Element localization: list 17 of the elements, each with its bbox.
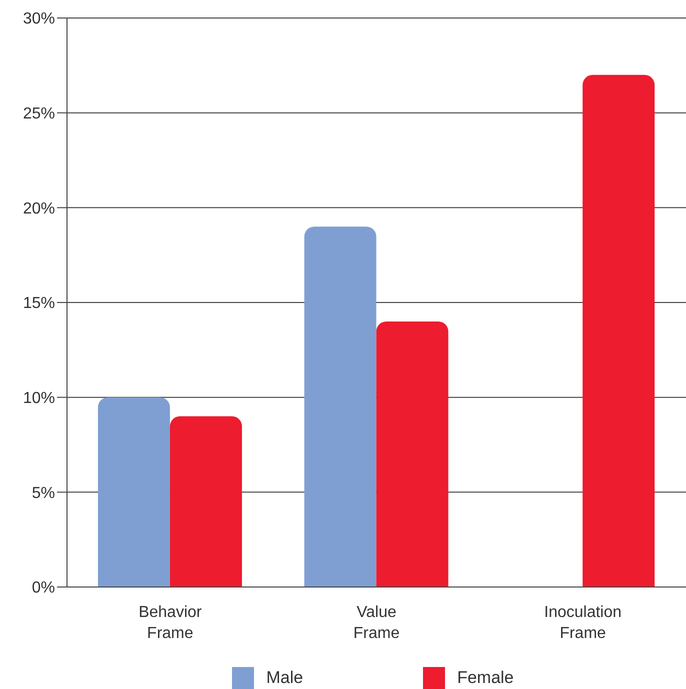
legend-label: Male — [266, 668, 304, 688]
x-tick-label: Inoculation Frame — [544, 604, 622, 642]
y-tick-label: 30% — [22, 10, 55, 28]
y-tick-label: 25% — [22, 106, 55, 123]
y-tick-label: 5% — [32, 484, 55, 502]
bar — [170, 416, 242, 587]
y-tick-label: 10% — [22, 390, 55, 408]
legend-label: Female — [457, 668, 514, 688]
y-tick-label: 20% — [22, 200, 55, 218]
x-tick-label: Behavior Frame — [138, 604, 202, 642]
y-tick-label: 15% — [22, 295, 55, 312]
bar — [376, 321, 448, 587]
bar — [582, 74, 655, 587]
y-tick-label: 0% — [32, 580, 55, 597]
x-tick-label: Value Frame — [353, 604, 400, 642]
bar — [98, 397, 170, 587]
bar — [304, 226, 376, 587]
